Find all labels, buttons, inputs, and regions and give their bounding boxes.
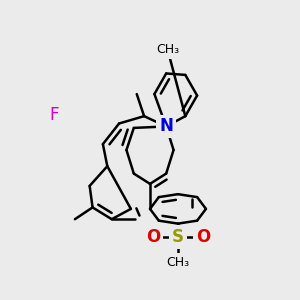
Text: O: O [196,228,210,246]
Text: S: S [172,228,184,246]
Text: CH₃: CH₃ [156,44,179,56]
Text: F: F [50,106,59,124]
Text: CH₃: CH₃ [167,256,190,269]
Text: N: N [159,117,173,135]
Text: O: O [146,228,160,246]
